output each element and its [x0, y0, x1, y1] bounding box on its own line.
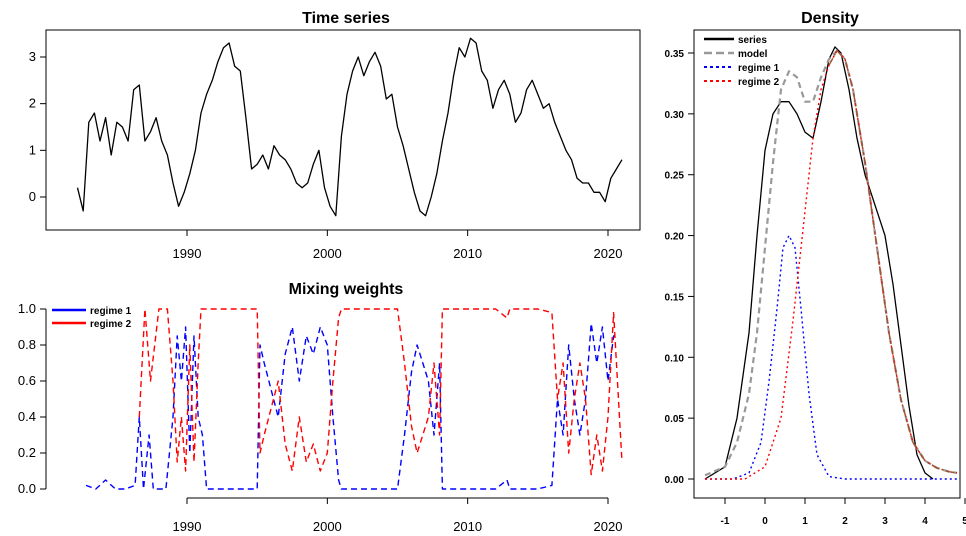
x-tick-label: 5	[962, 516, 966, 527]
y-tick-label: 0.35	[665, 49, 685, 60]
mixing-weights-y-axis: 0.0 0.2 0.4 0.6 0.8 1.0	[18, 301, 47, 496]
y-tick-label: 0.00	[665, 475, 685, 486]
series-line-overlay-4	[828, 49, 958, 474]
x-tick-label: 2	[842, 516, 848, 527]
legend-label-model: model	[738, 49, 768, 60]
time-series-title: Time series	[302, 10, 390, 27]
x-tick-label: 2000	[313, 519, 342, 534]
y-tick-label: 0.20	[665, 232, 685, 243]
y-tick-label: 0.8	[18, 337, 36, 352]
series-line-regime-1	[705, 234, 957, 480]
y-tick-label: 1	[29, 142, 36, 157]
y-tick-label: 0	[29, 189, 36, 204]
x-tick-label: 3	[882, 516, 888, 527]
x-tick-label: 2000	[313, 246, 342, 261]
y-tick-label: 0.6	[18, 373, 36, 388]
legend-label-regime-2: regime 2	[90, 319, 132, 330]
time-series-x-axis: 1990 2000 2010 2020	[173, 230, 623, 261]
mixing-weights-title: Mixing weights	[289, 281, 404, 298]
y-tick-label: 0.30	[665, 110, 685, 121]
legend-label-regime-1: regime 1	[738, 63, 780, 74]
x-tick-label: 2020	[594, 519, 623, 534]
legend-label-regime-2: regime 2	[738, 77, 780, 88]
series-line-regime-1	[85, 322, 620, 490]
y-tick-label: 0.05	[665, 414, 685, 425]
y-tick-label: 3	[29, 49, 36, 64]
density-title: Density	[801, 10, 859, 27]
y-tick-label: 0.2	[18, 445, 36, 460]
panel-mixing-weights: Mixing weights 0.0 0.2 0.4 0.6 0.8 1.0 1990 20…	[18, 281, 623, 534]
series-line-regime-2	[705, 49, 958, 480]
density-plot-frame	[693, 29, 961, 499]
x-tick-label: 2020	[594, 246, 623, 261]
y-tick-label: 2	[29, 96, 36, 111]
time-series-plot-frame	[45, 29, 641, 231]
time-series-y-axis: 0 1 2 3	[29, 49, 46, 204]
panel-density: Density 0.00 0.05 0.10 0.15 0.20 0.25 0.30 0.35…	[665, 10, 966, 527]
x-tick-label: 4	[922, 516, 928, 527]
density-y-axis: 0.00 0.05 0.10 0.15 0.20 0.25 0.30 0.35	[665, 49, 695, 486]
x-tick-label: 2010	[453, 246, 482, 261]
series-line-model	[704, 49, 958, 477]
series-line-series	[704, 46, 934, 480]
y-tick-label: 0.25	[665, 171, 685, 182]
mixing-weights-x-axis: 1990 2000 2010 2020	[173, 497, 623, 534]
x-tick-label: 2010	[453, 519, 482, 534]
panel-time-series: Time series 0 1 2 3 1990 2000 2010 2020	[29, 10, 641, 261]
x-tick-label: 1990	[173, 519, 202, 534]
density-legend: series model regime 1 regime 2	[704, 35, 780, 88]
series-line-overlay-0	[76, 37, 623, 217]
mixing-weights-lines	[85, 308, 623, 490]
y-tick-label: 0.4	[18, 409, 36, 424]
y-tick-label: 0.0	[18, 481, 36, 496]
x-tick-label: -1	[721, 516, 730, 527]
x-tick-label: 1990	[173, 246, 202, 261]
y-tick-label: 0.10	[665, 353, 685, 364]
series-line-regime-2	[138, 308, 623, 476]
time-series-lines	[76, 37, 623, 217]
density-lines	[704, 46, 958, 480]
density-x-axis: -1 0 1 2 3 4 5	[721, 498, 966, 527]
x-tick-label: 1	[802, 516, 808, 527]
y-tick-label: 0.15	[665, 292, 685, 303]
y-tick-label: 1.0	[18, 301, 36, 316]
legend-label-regime-1: regime 1	[90, 306, 132, 317]
x-tick-label: 0	[762, 516, 768, 527]
legend-label-series: series	[738, 35, 767, 46]
mixing-weights-legend: regime 1 regime 2	[52, 306, 132, 330]
